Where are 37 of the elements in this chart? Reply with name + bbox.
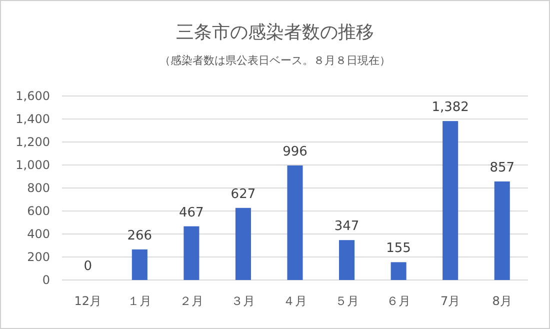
x-tick-label: ５月: [334, 294, 359, 308]
bar: [235, 208, 251, 280]
y-tick-label: 1,200: [16, 135, 50, 150]
x-tick-label: 12月: [74, 294, 102, 308]
x-tick-label: １月: [128, 294, 152, 308]
bar: [339, 240, 355, 280]
y-tick-label: 800: [27, 181, 50, 196]
bar: [390, 262, 406, 280]
bar: [287, 165, 303, 280]
data-label: 155: [386, 241, 411, 256]
data-label: 266: [127, 228, 152, 244]
x-tick-label: ２月: [179, 294, 204, 308]
bar: [494, 181, 510, 280]
bar: [132, 249, 148, 280]
chart-subtitle: （感染者数は県公表日ベース。８月８日現在）: [160, 54, 390, 67]
x-tick-label: ４月: [283, 294, 307, 308]
y-tick-label: 1,400: [16, 112, 50, 126]
x-tick-label: ６月: [386, 294, 411, 308]
data-label: 627: [230, 186, 256, 202]
data-label: 467: [179, 205, 204, 220]
y-tick-label: 400: [27, 227, 50, 242]
y-tick-label: 1,000: [16, 158, 50, 172]
x-tick-label: 8月: [492, 294, 512, 308]
data-label: 347: [334, 219, 360, 234]
bar: [184, 226, 200, 280]
y-tick-label: 1,600: [16, 89, 50, 104]
x-tick-label: ３月: [231, 294, 256, 308]
data-label: 996: [282, 144, 308, 160]
bar: [442, 121, 458, 280]
x-tick-label: 7月: [440, 294, 460, 308]
data-label: 1,382: [432, 100, 469, 116]
y-tick-label: 0: [42, 273, 50, 288]
chart-title: 三条市の感染者数の推移: [176, 22, 374, 43]
y-tick-label: 600: [27, 204, 50, 218]
data-label: 857: [490, 160, 515, 176]
y-tick-label: 200: [27, 250, 50, 264]
data-label: 0: [84, 259, 92, 274]
